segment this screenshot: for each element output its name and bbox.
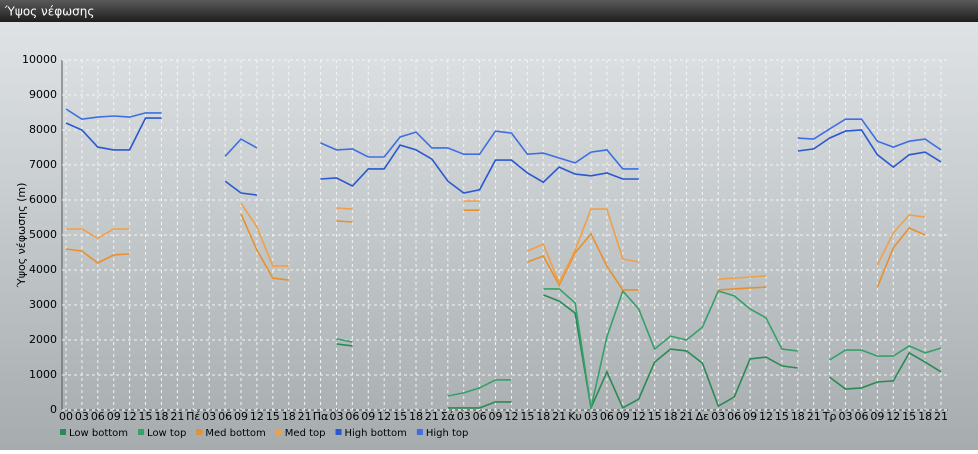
x-tick-label: Σά xyxy=(441,410,455,423)
legend-label: Med top xyxy=(285,428,326,439)
y-tick-label: 9000 xyxy=(29,88,57,101)
series-line xyxy=(65,108,942,170)
x-tick-label: 18 xyxy=(154,410,168,423)
x-tick-label: 06 xyxy=(854,410,868,423)
x-tick-label: 03 xyxy=(329,410,343,423)
legend-label: High top xyxy=(426,428,469,439)
x-tick-label: 03 xyxy=(202,410,216,423)
x-tick-label: 03 xyxy=(457,410,471,423)
x-tick-label: 03 xyxy=(75,410,89,423)
x-tick-label: 12 xyxy=(504,410,518,423)
y-tick-label: 6000 xyxy=(29,193,57,206)
y-tick-label: 0 xyxy=(50,403,57,416)
x-tick-label: 06 xyxy=(218,410,232,423)
x-tick-label: 21 xyxy=(679,410,693,423)
x-tick-label: Κυ xyxy=(568,410,582,423)
x-tick-label: 12 xyxy=(886,410,900,423)
y-tick-label: 4000 xyxy=(29,263,57,276)
x-tick-label: 06 xyxy=(345,410,359,423)
x-tick-label: 21 xyxy=(552,410,566,423)
x-tick-label: 21 xyxy=(934,410,948,423)
x-tick-label: 12 xyxy=(123,410,137,423)
x-tick-label: 21 xyxy=(425,410,439,423)
legend-swatch xyxy=(196,429,203,435)
x-tick-label: 09 xyxy=(870,410,884,423)
x-tick-label: 15 xyxy=(775,410,789,423)
x-tick-label: 09 xyxy=(361,410,375,423)
x-tick-label: 21 xyxy=(170,410,184,423)
y-tick-label: 3000 xyxy=(29,298,57,311)
legend-label: Low bottom xyxy=(69,428,128,439)
x-tick-label: 12 xyxy=(377,410,391,423)
x-tick-label: 06 xyxy=(727,410,741,423)
x-tick-label: 15 xyxy=(648,410,662,423)
y-tick-label: 8000 xyxy=(29,123,57,136)
x-tick-label: Πέ xyxy=(186,410,200,423)
y-axis-label: Ύψος νέφωσης (m) xyxy=(15,183,28,289)
x-tick-label: 12 xyxy=(250,410,264,423)
y-tick-label: 5000 xyxy=(29,228,57,241)
x-tick-label: 15 xyxy=(393,410,407,423)
y-tick-label: 10000 xyxy=(22,53,57,66)
x-tick-label: 09 xyxy=(743,410,757,423)
x-tick-label: 12 xyxy=(632,410,646,423)
series-line xyxy=(66,200,926,285)
x-tick-label: 21 xyxy=(807,410,821,423)
x-tick-label: 06 xyxy=(91,410,105,423)
x-tick-label: 15 xyxy=(139,410,153,423)
legend-label: High bottom xyxy=(345,428,407,439)
series-line xyxy=(65,117,942,196)
x-tick-label: Δε xyxy=(696,410,710,423)
x-tick-label: 00 xyxy=(59,410,73,423)
y-tick-label: 1000 xyxy=(29,368,57,381)
chart-title: Ύψος νέφωσης xyxy=(4,5,94,19)
x-tick-label: 06 xyxy=(600,410,614,423)
x-tick-label: 03 xyxy=(839,410,853,423)
legend-swatch xyxy=(60,429,66,435)
x-tick-label: 18 xyxy=(918,410,932,423)
x-tick-label: 03 xyxy=(711,410,725,423)
x-tick-label: 09 xyxy=(107,410,121,423)
x-tick-label: 18 xyxy=(409,410,423,423)
legend-swatch xyxy=(335,429,342,435)
legend-swatch xyxy=(138,429,145,435)
series-line xyxy=(336,288,942,409)
x-tick-label: 09 xyxy=(489,410,503,423)
x-tick-label: 09 xyxy=(234,410,248,423)
x-tick-label: Πα xyxy=(313,410,329,423)
legend-swatch xyxy=(275,429,282,435)
x-tick-label: 18 xyxy=(282,410,296,423)
x-tick-label: Τρ xyxy=(822,410,837,423)
x-tick-label: 15 xyxy=(520,410,534,423)
x-tick-label: 09 xyxy=(616,410,630,423)
x-tick-label: 18 xyxy=(791,410,805,423)
legend-swatch xyxy=(416,429,423,435)
series-line xyxy=(336,294,942,411)
x-tick-label: 18 xyxy=(536,410,550,423)
x-tick-label: 15 xyxy=(902,410,916,423)
x-tick-label: 03 xyxy=(584,410,598,423)
y-tick-label: 7000 xyxy=(29,158,57,171)
legend-label: Med bottom xyxy=(205,428,265,439)
x-tick-label: 15 xyxy=(266,410,280,423)
x-tick-label: 06 xyxy=(473,410,487,423)
x-tick-label: 21 xyxy=(298,410,312,423)
legend-label: Low top xyxy=(147,428,186,439)
y-tick-label: 2000 xyxy=(29,333,57,346)
series-line xyxy=(65,209,926,291)
title-bar xyxy=(0,0,978,22)
x-tick-label: 18 xyxy=(664,410,678,423)
x-tick-label: 12 xyxy=(759,410,773,423)
